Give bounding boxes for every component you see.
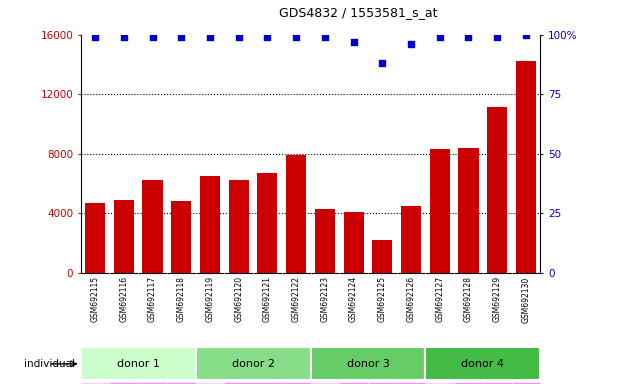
Bar	[138, 382, 167, 384]
Bar	[196, 382, 224, 384]
Bar	[253, 382, 282, 384]
Text: GSM692117: GSM692117	[148, 276, 157, 323]
Point	[263, 34, 273, 40]
Point	[205, 34, 215, 40]
Text: GSM692115: GSM692115	[91, 276, 99, 323]
Bar	[167, 382, 196, 384]
Bar	[458, 148, 479, 273]
Text: GSM692118: GSM692118	[177, 276, 186, 322]
Bar	[516, 61, 536, 273]
Bar	[196, 348, 310, 380]
Text: GSM692127: GSM692127	[435, 276, 444, 323]
Bar	[286, 155, 306, 273]
Text: GSM692124: GSM692124	[349, 276, 358, 323]
Point	[348, 39, 358, 45]
Text: GDS4832 / 1553581_s_at: GDS4832 / 1553581_s_at	[279, 6, 438, 19]
Point	[176, 34, 186, 40]
Text: GSM692128: GSM692128	[464, 276, 473, 322]
Bar	[109, 382, 138, 384]
Text: donor 2: donor 2	[232, 359, 274, 369]
Text: GSM692122: GSM692122	[292, 276, 301, 322]
Bar	[425, 382, 454, 384]
Bar	[512, 382, 540, 384]
Bar	[483, 382, 512, 384]
Bar	[372, 240, 392, 273]
Bar	[142, 180, 163, 273]
Text: GSM692119: GSM692119	[206, 276, 214, 323]
Bar	[339, 382, 368, 384]
Bar	[368, 382, 397, 384]
Text: GSM692116: GSM692116	[119, 276, 129, 323]
Text: GSM692121: GSM692121	[263, 276, 272, 322]
Bar	[85, 203, 105, 273]
Bar	[224, 382, 253, 384]
Point	[492, 34, 502, 40]
Bar	[310, 348, 425, 380]
Bar	[257, 173, 278, 273]
Bar	[343, 212, 364, 273]
Text: GSM692123: GSM692123	[320, 276, 329, 323]
Point	[320, 34, 330, 40]
Text: GSM692126: GSM692126	[407, 276, 415, 323]
Point	[435, 34, 445, 40]
Bar	[310, 382, 339, 384]
Bar	[282, 382, 310, 384]
Bar	[171, 201, 191, 273]
Point	[463, 34, 473, 40]
Bar	[315, 209, 335, 273]
Bar	[114, 200, 134, 273]
Point	[406, 41, 416, 47]
Text: GSM692120: GSM692120	[234, 276, 243, 323]
Bar	[81, 382, 109, 384]
Bar	[229, 180, 249, 273]
Bar	[454, 382, 483, 384]
Text: GSM692130: GSM692130	[522, 276, 530, 323]
Point	[291, 34, 301, 40]
Bar	[401, 206, 421, 273]
Bar	[397, 382, 425, 384]
Point	[521, 31, 531, 38]
Text: GSM692129: GSM692129	[492, 276, 502, 323]
Point	[233, 34, 243, 40]
Bar	[487, 108, 507, 273]
Bar	[430, 149, 450, 273]
Point	[378, 60, 388, 66]
Point	[90, 34, 100, 40]
Bar	[200, 176, 220, 273]
Bar	[81, 348, 196, 380]
Bar	[425, 348, 540, 380]
Text: donor 3: donor 3	[347, 359, 389, 369]
Text: donor 4: donor 4	[461, 359, 504, 369]
Text: individual: individual	[24, 359, 75, 369]
Point	[119, 34, 129, 40]
Text: donor 1: donor 1	[117, 359, 160, 369]
Text: GSM692125: GSM692125	[378, 276, 387, 323]
Point	[148, 34, 158, 40]
